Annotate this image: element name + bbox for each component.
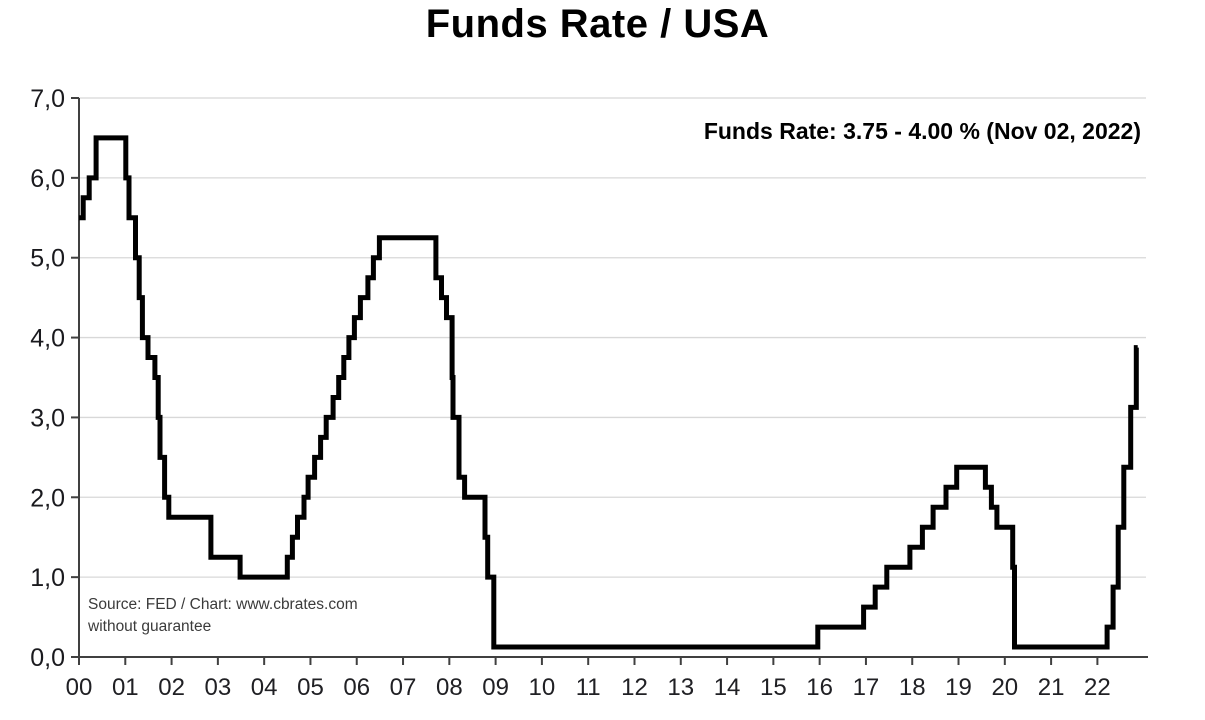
y-tick-label: 4,0 bbox=[30, 325, 65, 353]
x-tick-label: 14 bbox=[714, 674, 741, 701]
gridlines bbox=[79, 97, 1146, 578]
x-tick-label: 00 bbox=[66, 674, 93, 701]
x-tick-label: 22 bbox=[1084, 674, 1111, 701]
y-tick-label: 3,0 bbox=[30, 404, 65, 432]
page-title: Funds Rate / USA bbox=[425, 2, 770, 46]
x-tick-label: 10 bbox=[529, 674, 556, 701]
x-axis: 00 01 02 03 04 05 06 07 08 09 10 11 12 13 14 15 16 17 18 19… bbox=[66, 656, 1148, 701]
x-tick-label: 19 bbox=[945, 674, 972, 701]
x-tick-label: 11 bbox=[576, 674, 601, 701]
y-tick-label: 6,0 bbox=[30, 165, 65, 193]
x-tick-label: 07 bbox=[390, 674, 417, 701]
x-tick-label: 18 bbox=[899, 674, 926, 701]
x-tick-label: 02 bbox=[158, 674, 185, 701]
source-note: Source: FED / Chart: www.cbrates.com wit… bbox=[88, 594, 358, 638]
x-tick-label: 12 bbox=[621, 674, 648, 701]
x-tick-label: 13 bbox=[667, 674, 694, 701]
x-tick-label: 03 bbox=[205, 674, 232, 701]
y-axis: 0,0 1,0 2,0 3,0 4,0 5,0 6,0 7,0 bbox=[30, 85, 80, 672]
y-tick-label: 7,0 bbox=[30, 85, 65, 113]
source-line-2: without guarantee bbox=[88, 618, 212, 635]
y-tick-label: 1,0 bbox=[30, 564, 65, 592]
x-tick-label: 09 bbox=[482, 674, 509, 701]
x-tick-label: 15 bbox=[760, 674, 787, 701]
x-tick-label: 21 bbox=[1038, 674, 1065, 701]
y-tick-label: 0,0 bbox=[30, 644, 65, 672]
x-tick-label: 16 bbox=[806, 674, 833, 701]
x-tick-label: 01 bbox=[112, 674, 139, 701]
x-tick-label: 08 bbox=[436, 674, 463, 701]
x-tick-label: 20 bbox=[991, 674, 1018, 701]
current-rate-annotation: Funds Rate: 3.75 - 4.00 % (Nov 02, 2022) bbox=[703, 118, 1141, 144]
rate-step-line bbox=[79, 135, 1139, 650]
x-tick-label: 06 bbox=[343, 674, 370, 701]
y-tick-label: 5,0 bbox=[30, 245, 65, 273]
x-tick-label: 17 bbox=[853, 674, 880, 701]
x-tick-label: 05 bbox=[297, 674, 324, 701]
x-tick-label: 04 bbox=[251, 674, 278, 701]
y-tick-label: 2,0 bbox=[30, 484, 65, 512]
source-line-1: Source: FED / Chart: www.cbrates.com bbox=[88, 596, 358, 613]
